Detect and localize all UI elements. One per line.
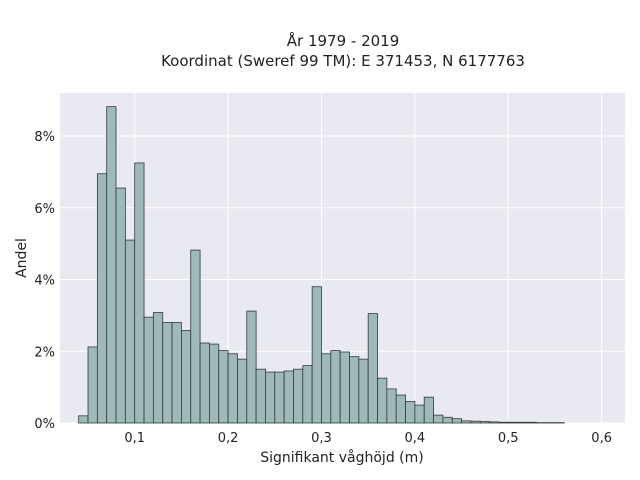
histogram-bar [526, 421, 537, 424]
histogram-bar [237, 358, 248, 424]
x-axis-ticks: 0,1 0,2 0,3 0,4 0,5 0,6 [124, 431, 612, 446]
histogram-bar [405, 401, 416, 424]
y-tick-label: 4% [34, 274, 55, 289]
x-tick-label: 0,2 [218, 431, 239, 446]
histogram-bar [124, 239, 136, 424]
histogram-bar [451, 418, 462, 424]
histogram-bar [489, 421, 500, 424]
histogram-bar [274, 371, 285, 424]
histogram-bar [498, 421, 509, 424]
histogram-bar [255, 368, 266, 424]
histogram-bar [218, 350, 229, 424]
histogram-bar [339, 351, 350, 424]
x-tick-label: 0,3 [311, 431, 332, 446]
histogram-bar [330, 350, 341, 424]
histogram-bar [162, 322, 173, 424]
x-tick-label: 0,1 [124, 431, 145, 446]
y-tick-label: 6% [34, 202, 55, 217]
histogram-bar [265, 371, 276, 424]
y-tick-label: 0% [34, 417, 55, 432]
histogram-bar [87, 346, 98, 424]
histogram-bar [181, 330, 192, 424]
bars [78, 106, 565, 424]
histogram-bar [321, 353, 332, 424]
histogram-bar [507, 421, 519, 424]
y-axis-ticks: 0% 2% 4% 6% 8% [34, 130, 55, 432]
x-axis-label: Signifikant våghöjd (m) [260, 449, 423, 466]
x-tick-label: 0,6 [591, 431, 612, 446]
histogram-bar [377, 377, 388, 424]
chart-title: År 1979 - 2019 [287, 31, 400, 50]
histogram-bar [395, 394, 406, 424]
chart-subtitle: Koordinat (Sweref 99 TM): E 371453, N 61… [161, 52, 525, 70]
x-tick-label: 0,5 [498, 431, 519, 446]
histogram-bar [227, 353, 238, 424]
histogram-bar [311, 286, 322, 424]
histogram-bar [209, 343, 220, 424]
histogram-bar [106, 106, 117, 424]
histogram-bar [152, 312, 164, 424]
histogram-bar [78, 415, 89, 424]
histogram-bar [134, 162, 145, 424]
histogram-bar [433, 414, 444, 424]
histogram-bar [470, 420, 481, 424]
histogram-bar [246, 310, 257, 424]
histogram-bar [199, 342, 210, 424]
y-axis-label: Andel [14, 238, 30, 278]
histogram-bar [479, 421, 490, 424]
histogram-bar [414, 404, 425, 424]
histogram-bar [461, 420, 472, 424]
histogram-bar [367, 313, 378, 424]
histogram-bar [171, 322, 182, 424]
y-tick-label: 2% [34, 345, 55, 360]
histogram-bar [293, 368, 304, 424]
histogram-bar [96, 173, 108, 424]
histogram-bar [442, 416, 453, 424]
histogram-bar [190, 249, 201, 424]
x-tick-label: 0,4 [405, 431, 426, 446]
histogram-bar [358, 358, 369, 424]
histogram-bar [423, 396, 434, 424]
y-tick-label: 8% [34, 130, 55, 145]
histogram-bar [283, 370, 294, 424]
histogram-bar [349, 356, 360, 424]
histogram-bar [517, 421, 528, 424]
histogram-bar [302, 365, 313, 424]
histogram-bar [143, 316, 154, 424]
histogram-bar [386, 388, 397, 424]
histogram-bar [115, 187, 126, 424]
